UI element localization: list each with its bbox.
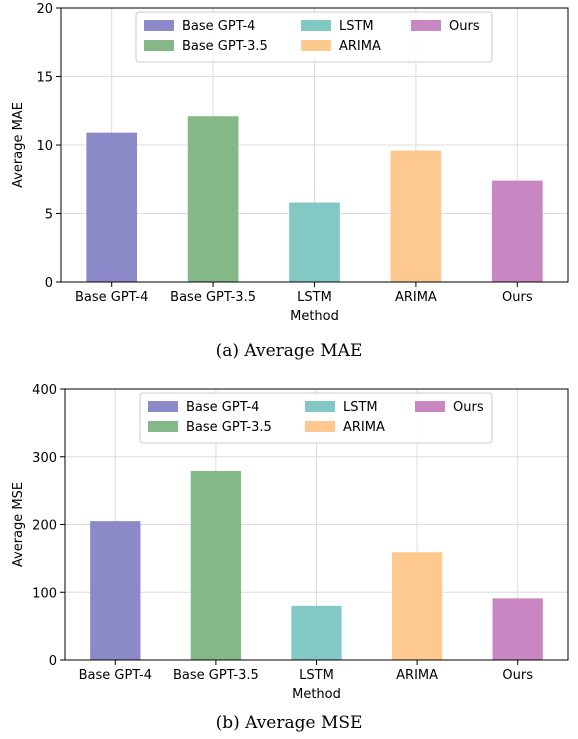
mae-chart: 0 5 10 15 20 Base GPT-4 Base GPT-3.5 LSTM ARIMA… — [11, 2, 569, 361]
mse-x-tick-label-2: LSTM — [299, 668, 334, 683]
mae-y-tick-label-1: 5 — [45, 208, 53, 223]
mae-y-tick-label-0: 0 — [45, 276, 53, 291]
mse-y-tick-label-0: 0 — [49, 654, 57, 669]
mae-x-tick-label-2: LSTM — [297, 290, 332, 305]
mae-legend-swatch-0 — [144, 20, 174, 31]
mse-legend-label-0: Base GPT-4 — [186, 400, 259, 415]
mse-legend-swatch-2 — [305, 401, 335, 412]
mse-legend-label-4: Ours — [453, 400, 484, 415]
mse-legend-swatch-1 — [148, 421, 178, 432]
mae-legend-swatch-2 — [301, 20, 331, 31]
mse-y-axis-label: Average MSE — [11, 482, 26, 567]
mse-y-tick-label-2: 200 — [32, 519, 57, 534]
mse-legend: Base GPT-4 Base GPT-3.5 LSTM ARIMA Ours — [139, 392, 493, 444]
mae-legend-swatch-3 — [301, 40, 331, 51]
mse-x-tick-label-1: Base GPT-3.5 — [173, 668, 259, 683]
mae-legend-label-4: Ours — [449, 19, 480, 34]
mae-legend: Base GPT-4 Base GPT-3.5 LSTM ARIMA Ours — [135, 11, 493, 63]
mae-y-tick-label-2: 10 — [36, 139, 53, 154]
mse-x-tick-label-0: Base GPT-4 — [79, 668, 152, 683]
mae-bar-base-gpt-4 — [86, 132, 138, 282]
mae-legend-label-0: Base GPT-4 — [182, 19, 255, 34]
mae-x-tick-label-4: Ours — [502, 290, 533, 305]
mse-bar-arima — [391, 552, 443, 660]
mse-legend-swatch-3 — [305, 421, 335, 432]
mae-x-ticks: Base GPT-4 Base GPT-3.5 LSTM ARIMA Ours — [75, 282, 533, 305]
mae-y-axis-label: Average MAE — [11, 102, 26, 188]
mse-bar-lstm — [291, 605, 342, 660]
mae-x-tick-label-3: ARIMA — [395, 290, 437, 305]
mae-legend-box — [135, 11, 493, 63]
mae-x-tick-label-0: Base GPT-4 — [75, 290, 148, 305]
mae-legend-swatch-1 — [144, 40, 174, 51]
mse-legend-label-2: LSTM — [343, 400, 378, 415]
mse-y-tick-label-3: 300 — [32, 451, 57, 466]
mae-y-ticks: 0 5 10 15 20 — [36, 2, 61, 291]
mse-caption: (b) Average MSE — [216, 713, 363, 733]
mae-y-tick-label-4: 20 — [36, 2, 53, 17]
mse-y-ticks: 0 100 200 300 400 — [32, 383, 65, 669]
mse-y-tick-label-4: 400 — [32, 383, 57, 398]
mae-y-tick-label-3: 15 — [36, 71, 53, 86]
mse-legend-label-3: ARIMA — [343, 420, 385, 435]
mae-legend-label-3: ARIMA — [339, 39, 381, 54]
mae-caption: (a) Average MAE — [216, 341, 363, 361]
mae-bar-ours — [491, 180, 543, 282]
mse-legend-swatch-4 — [415, 401, 445, 412]
mse-bar-base-gpt-4 — [90, 521, 141, 660]
mse-y-tick-label-1: 100 — [32, 586, 57, 601]
mae-x-tick-label-1: Base GPT-3.5 — [170, 290, 256, 305]
mse-chart: 0 100 200 300 400 Base GPT-4 Base GPT-3.5 LSTM… — [11, 383, 569, 733]
mse-legend-label-1: Base GPT-3.5 — [186, 420, 272, 435]
mse-x-ticks: Base GPT-4 Base GPT-3.5 LSTM ARIMA Ours — [79, 660, 533, 683]
mse-x-tick-label-4: Ours — [502, 668, 533, 683]
mae-legend-label-2: LSTM — [339, 19, 374, 34]
mse-legend-swatch-0 — [148, 401, 178, 412]
mae-bars — [86, 116, 543, 282]
mse-x-tick-label-3: ARIMA — [396, 668, 438, 683]
mse-bars — [90, 470, 543, 660]
mse-x-axis-label: Method — [292, 687, 341, 702]
mae-bar-lstm — [289, 202, 340, 282]
mae-legend-label-1: Base GPT-3.5 — [182, 39, 268, 54]
mse-bar-ours — [492, 598, 543, 660]
mse-legend-box — [139, 392, 493, 444]
mae-bar-arima — [390, 150, 442, 282]
mse-bar-base-gpt-3-5 — [190, 470, 242, 660]
mae-bar-base-gpt-3-5 — [187, 116, 239, 282]
mae-x-axis-label: Method — [290, 309, 339, 324]
mae-legend-swatch-4 — [411, 20, 441, 31]
